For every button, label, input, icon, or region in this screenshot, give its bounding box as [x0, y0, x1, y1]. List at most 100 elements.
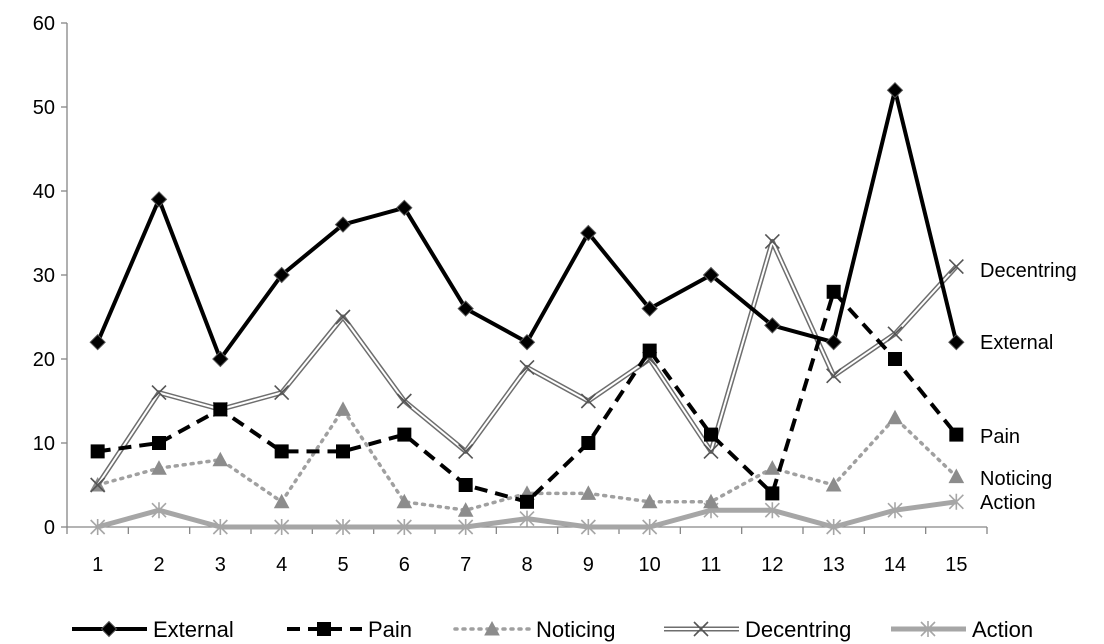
- data-point-decentring: [396, 393, 412, 409]
- data-point-pain: [152, 436, 166, 450]
- data-point-action: [948, 493, 964, 510]
- data-point-action: [274, 519, 290, 535]
- data-point-decentring: [90, 477, 106, 493]
- data-point-external: [641, 300, 658, 317]
- data-point-external: [150, 191, 168, 208]
- data-point-pain: [397, 427, 412, 442]
- data-point-decentring: [948, 259, 964, 275]
- data-point-external: [334, 216, 352, 233]
- data-point-pain: [949, 427, 964, 442]
- x-tick-label: 12: [761, 554, 783, 576]
- data-point-noticing: [580, 485, 597, 500]
- data-point-action: [887, 502, 903, 519]
- data-point-pain: [888, 352, 902, 366]
- series-line-pain: [97, 289, 958, 504]
- x-tick-label: 8: [521, 554, 532, 576]
- legend: External Pain Noticing Decentring Action: [72, 617, 1033, 642]
- data-point-external: [89, 333, 106, 351]
- data-point-decentring: [335, 309, 351, 325]
- data-point-noticing: [151, 460, 167, 475]
- data-point-external: [702, 266, 720, 284]
- x-tick-label: 10: [639, 554, 661, 576]
- legend-label-decentring: Decentring: [745, 617, 851, 642]
- x-tick-label: 13: [823, 554, 845, 576]
- data-point-external: [396, 199, 413, 217]
- data-point-external: [764, 317, 781, 334]
- data-point-action: [580, 519, 596, 535]
- legend-label-pain: Pain: [368, 617, 412, 642]
- data-point-decentring: [703, 443, 719, 459]
- data-point-decentring: [764, 233, 780, 249]
- end-label-external: External: [980, 332, 1053, 354]
- data-point-action: [335, 519, 351, 535]
- data-point-external: [212, 350, 229, 368]
- x-tick-label: 1: [92, 554, 103, 576]
- y-tick-label: 0: [44, 517, 55, 539]
- series-line-inner-decentring: [96, 240, 958, 486]
- data-point-pain: [458, 478, 473, 492]
- data-point-pain: [520, 494, 534, 509]
- legend-marker-action: [920, 621, 936, 637]
- series-pain: [90, 284, 964, 509]
- x-tick-label: 7: [460, 554, 471, 576]
- data-point-decentring: [826, 368, 842, 384]
- series-decentring: [90, 233, 964, 493]
- data-point-noticing: [887, 409, 903, 425]
- data-point-decentring: [519, 359, 535, 375]
- data-point-external: [825, 333, 842, 351]
- data-point-pain: [274, 444, 289, 459]
- x-tick-label: 15: [945, 554, 967, 576]
- data-point-noticing: [273, 493, 290, 509]
- legend-item-decentring: Decentring: [664, 617, 851, 642]
- x-tick-label: 9: [583, 554, 594, 576]
- x-tick-label: 6: [399, 554, 410, 576]
- legend-label-noticing: Noticing: [536, 617, 615, 642]
- data-point-action: [396, 519, 412, 535]
- end-label-decentring: Decentring: [980, 260, 1077, 282]
- data-point-decentring: [580, 393, 596, 409]
- data-point-action: [519, 510, 535, 527]
- data-point-decentring: [887, 326, 903, 342]
- data-point-decentring: [151, 385, 167, 401]
- x-tick-label: 14: [884, 554, 906, 576]
- data-point-noticing: [641, 493, 658, 509]
- data-point-decentring: [274, 385, 290, 401]
- end-label-noticing: Noticing: [980, 468, 1052, 490]
- x-tick-label: 11: [701, 554, 722, 576]
- data-point-pain: [581, 436, 596, 450]
- legend-label-action: Action: [972, 617, 1033, 642]
- y-tick-label: 30: [33, 265, 55, 287]
- series-external: [89, 81, 965, 368]
- legend-marker-decentring: [693, 621, 709, 637]
- data-point-noticing: [396, 493, 413, 509]
- series-action: [90, 493, 964, 535]
- legend-marker-pain: [317, 622, 331, 636]
- data-point-external: [518, 333, 536, 351]
- data-point-external: [273, 266, 290, 284]
- data-point-noticing: [764, 460, 781, 475]
- x-tick-label: 3: [215, 554, 226, 576]
- x-tick-label: 2: [153, 554, 164, 576]
- data-point-noticing: [948, 468, 965, 484]
- data-point-action: [151, 502, 167, 519]
- series-line-external: [95, 88, 959, 361]
- x-tick-label: 5: [337, 554, 348, 576]
- y-tick-label: 10: [33, 433, 55, 455]
- data-point-noticing: [335, 401, 351, 416]
- y-tick-label: 50: [33, 97, 55, 119]
- data-point-decentring: [458, 443, 474, 459]
- data-point-noticing: [825, 476, 842, 492]
- data-point-pain: [336, 444, 350, 459]
- data-point-action: [642, 519, 658, 535]
- end-label-pain: Pain: [980, 426, 1020, 448]
- end-label-action: Action: [980, 492, 1036, 514]
- data-point-noticing: [212, 451, 229, 467]
- y-tick-label: 40: [33, 181, 55, 203]
- data-point-action: [764, 502, 780, 519]
- data-point-pain: [765, 486, 780, 501]
- legend-item-pain: Pain: [287, 617, 412, 642]
- data-point-action: [458, 519, 474, 535]
